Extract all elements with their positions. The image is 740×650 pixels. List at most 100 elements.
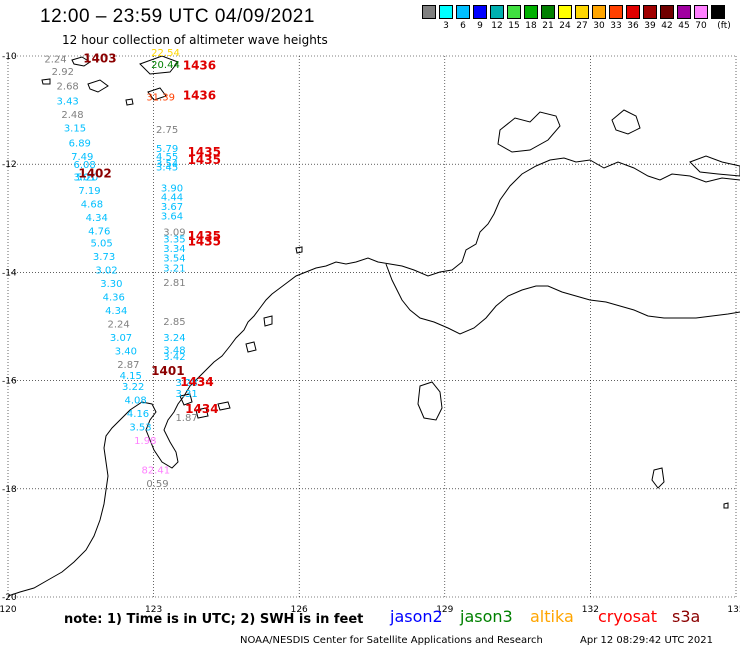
legend-label: 3 (443, 21, 449, 31)
longitude-tick-label: 129 (436, 605, 453, 615)
legend-label: 12 (491, 21, 503, 31)
wave-height-value: 2.85 (163, 317, 185, 328)
island-coburg (611, 109, 641, 135)
pass-time-label: 1403 (83, 51, 116, 65)
wave-height-value: 5.05 (91, 238, 113, 249)
latitude-tick-label: -20 (2, 593, 17, 603)
wave-height-value: 31.39 (146, 92, 175, 103)
legend-label: 27 (576, 21, 588, 31)
island-rote (139, 55, 179, 75)
map-grid (7, 55, 737, 598)
pass-time-label: 1435 (188, 145, 221, 159)
wave-height-value: 3.24 (163, 333, 185, 344)
wave-height-value: 5.20 (76, 172, 98, 183)
legend-swatch (456, 5, 470, 19)
wave-height-value: 3.45 (156, 163, 178, 174)
island-timor (71, 56, 91, 67)
legend-swatch (694, 5, 708, 19)
islet-1 (179, 393, 193, 406)
wave-height-value: 1.87 (175, 413, 197, 424)
credit-timestamp: Apr 12 08:29:42 UTC 2021 (580, 635, 713, 646)
mission-name: jason2 (390, 607, 443, 626)
island-groote (417, 381, 443, 421)
wave-height-value: 7.49 (71, 152, 93, 163)
legend-label: 30 (593, 21, 605, 31)
pass-labels: 1403143614361435143514021435143514011434… (78, 51, 221, 416)
page-title: 12:00 – 23:59 UTC 04/09/2021 (40, 6, 315, 27)
wave-height-value: 4.55 (156, 152, 178, 163)
legend-swatch (524, 5, 538, 19)
wave-height-value: 3.42 (163, 352, 185, 363)
wave-height-value: 3.22 (122, 382, 144, 393)
wave-height-value: 3.02 (95, 265, 117, 276)
islet-4 (245, 341, 257, 353)
latitude-tick-label: -10 (2, 52, 17, 62)
pass-time-label: 1436 (183, 88, 216, 102)
wave-height-value: 3.43 (57, 97, 79, 108)
coastline (7, 55, 740, 597)
island-croker (689, 155, 740, 177)
wave-height-value: 3.48 (163, 346, 185, 357)
mainland-coast (7, 157, 740, 597)
legend-swatch (541, 5, 555, 19)
wave-height-value: 7.19 (78, 186, 100, 197)
legend-swatch (609, 5, 623, 19)
legend-swatch (575, 5, 589, 19)
wave-height-value: 2.24 (107, 320, 129, 331)
wave-height-value: 3.30 (100, 279, 122, 290)
longitude-tick-label: 135 (727, 605, 740, 615)
island-mornington (651, 467, 665, 489)
legend-unit: (ft) (717, 21, 731, 31)
legend-swatch (439, 5, 453, 19)
legend-swatch (660, 5, 674, 19)
longitude-tick-label: 123 (145, 605, 162, 615)
islet-2 (195, 407, 209, 419)
wave-height-value: 2.92 (52, 67, 74, 78)
pass-time-label: 1402 (78, 167, 111, 181)
island-small-1 (147, 87, 167, 101)
legend-label: 39 (644, 21, 656, 31)
island-sumba (87, 79, 109, 93)
legend-label: 24 (559, 21, 571, 31)
legend-label: 33 (610, 21, 622, 31)
page-subtitle: 12 hour collection of altimeter wave hei… (62, 33, 328, 47)
legend-swatch (473, 5, 487, 19)
wave-height-value: 2.81 (163, 278, 185, 289)
wave-height-value: 22.54 (151, 48, 180, 59)
wave-height-value: 3.35 (163, 235, 185, 246)
wave-height-value: 2.75 (156, 125, 178, 136)
wave-height-value: 5.79 (156, 144, 178, 155)
pass-time-label: 1436 (183, 59, 216, 73)
legend-label: 15 (508, 21, 520, 31)
pass-time-label: 1435 (188, 153, 221, 167)
wave-height-value: 2.87 (117, 360, 139, 371)
mission-name: jason3 (460, 607, 513, 626)
mission-name: cryosat (598, 607, 658, 626)
legend-swatch (490, 5, 504, 19)
wave-height-labels: 2.24 2.92 2.68 3.43 2.48 3.15 6.89 7.496.085.20… (44, 48, 197, 490)
wave-height-value: 4.16 (127, 409, 149, 420)
mission-name: s3a (672, 607, 701, 626)
credit-line: NOAA/NESDIS Center for Satellite Applica… (240, 635, 543, 646)
longitude-tick-label: 126 (291, 605, 308, 615)
wave-height-value: 3.31 (175, 389, 197, 400)
wave-height-value: 6.08 (74, 160, 96, 171)
latitude-tick-label: -12 (2, 160, 17, 170)
wave-height-value: 3.73 (93, 252, 115, 263)
wave-height-value: 4.15 (120, 371, 142, 382)
legend-swatch (558, 5, 572, 19)
wave-height-value: 3.01 (74, 172, 96, 183)
wave-height-value: 4.08 (124, 395, 146, 406)
pass-time-label: 1434 (185, 402, 218, 416)
wave-height-value: 4.34 (86, 213, 108, 224)
wave-height-value: 3.28 (175, 378, 197, 389)
latitude-tick-label: -14 (2, 268, 17, 278)
wave-height-value: 82.41 (141, 466, 170, 477)
wave-height-value: 4.44 (161, 192, 183, 203)
latitude-tick-label: -18 (2, 485, 17, 495)
legend-swatch (626, 5, 640, 19)
legend-label: 6 (460, 21, 466, 31)
island-small-2 (41, 78, 51, 85)
